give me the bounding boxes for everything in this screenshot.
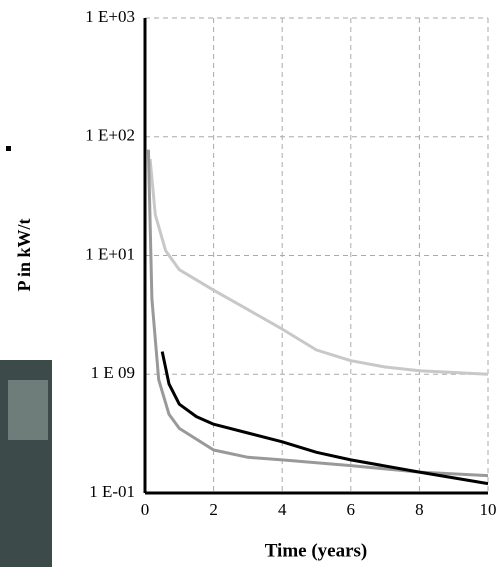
- y-tick-label: 1 E+03: [85, 7, 135, 26]
- line: [146, 149, 489, 478]
- x-tick-label: 6: [347, 500, 356, 519]
- x-tick-label: 10: [480, 500, 497, 519]
- y-tick-label: 1 E-01: [89, 482, 135, 501]
- x-tick-label: 8: [415, 500, 424, 519]
- y-tick-label: 1 E+01: [85, 244, 135, 263]
- x-tick-label: 0: [141, 500, 150, 519]
- dot: [6, 146, 11, 151]
- x-axis-label: Time (years): [265, 540, 368, 561]
- x-tick-label: 4: [278, 500, 287, 519]
- y-axis-label: P in kW/t: [14, 218, 34, 291]
- line: [160, 351, 489, 486]
- line: [148, 158, 489, 376]
- y-tick-label: 1 E+02: [85, 126, 135, 145]
- photo-detail: [8, 380, 48, 440]
- x-tick-label: 2: [209, 500, 218, 519]
- y-tick-label: 1 E 09: [91, 363, 135, 382]
